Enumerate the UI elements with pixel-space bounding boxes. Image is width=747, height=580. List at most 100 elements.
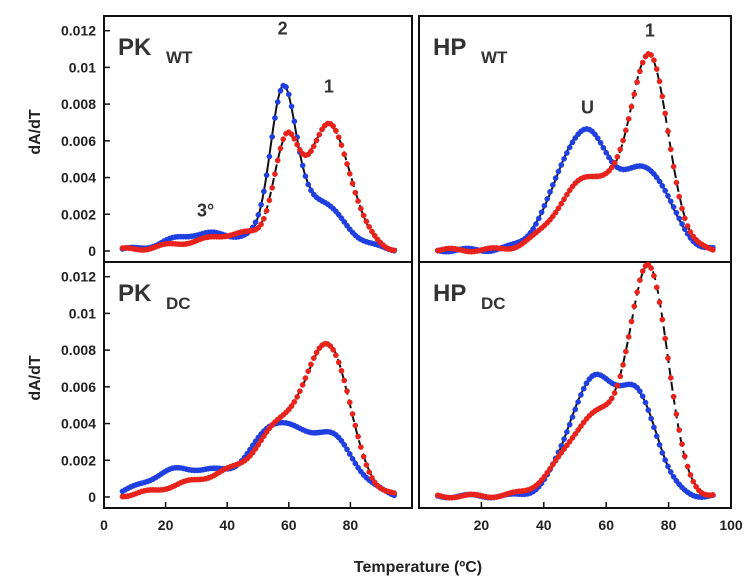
data-point [670,393,677,400]
data-point [617,373,624,380]
data-point [291,135,298,142]
data-point [366,469,373,475]
data-point [653,66,660,72]
data-point [555,168,562,175]
data-point [580,385,587,392]
data-point [288,131,295,138]
data-point [564,429,570,435]
data-point [255,441,262,448]
data-point [623,348,629,355]
data-point [291,118,298,125]
data-point [352,460,359,467]
panel-title-subscript: WT [166,48,193,67]
data-point [258,201,264,208]
y-tick-label: 0.006 [61,133,96,149]
data-point [349,180,356,187]
data-point [645,407,652,413]
fit-line-red [437,52,716,252]
data-point [341,377,348,384]
data-point [670,204,677,210]
peak-annotation: 2 [278,19,288,39]
data-point [308,148,314,155]
data-point [653,433,660,440]
data-point [642,399,649,406]
data-point [319,126,325,133]
data-point [639,268,646,274]
data-point [346,451,353,457]
data-point [330,123,336,129]
panel-pk_dc: 0 0.002 0.004 0.006 0.008 0.01 0.012 0 20 40 60 80 P… [61,261,413,533]
fit-line-red [122,123,397,251]
data-point [302,173,309,180]
fit-line-blue [437,128,716,252]
data-point [608,395,615,402]
data-point [338,142,345,149]
data-point [550,461,556,468]
data-point [346,399,353,406]
y-tick-label: 0.01 [69,305,96,321]
panel-title-subscript: DC [481,294,506,313]
data-point [280,136,287,142]
data-point [673,179,680,186]
panel-title: HP [433,34,466,61]
data-point [544,196,551,202]
data-point [651,424,657,431]
x-tick-label: 20 [158,517,174,533]
data-point [283,84,289,90]
data-point [352,189,359,196]
data-point [272,115,278,121]
data-point [335,359,342,366]
data-point [349,455,356,462]
data-point [679,221,685,227]
panels-layer: 0 0.002 0.004 0.006 0.008 0.01 0.012 PK WT 2 1 3° HP… [61,15,743,533]
peak-annotation: 1 [645,21,655,41]
data-point [299,382,306,388]
data-point [305,368,312,375]
data-point [330,346,336,353]
data-point [333,127,339,134]
data-point [255,212,262,218]
panel-hp_wt: HP WT U 1 [418,15,732,263]
data-point [344,161,350,167]
data-point [566,438,573,445]
data-point [360,453,367,460]
data-point [597,139,604,146]
data-point [360,212,367,219]
data-point [569,434,576,441]
panel-frame [103,261,413,509]
panel-frame [418,261,732,509]
y-tick-label: 0 [88,243,96,259]
data-point [667,198,674,205]
data-point [684,223,691,229]
data-point [592,131,598,138]
data-point [631,91,638,98]
data-point [294,141,300,148]
data-point [614,382,621,389]
data-point [665,128,671,135]
data-point [346,170,353,177]
data-point [302,375,309,381]
data-point [662,187,669,194]
data-point [305,181,312,188]
panel-pk_wt: 0 0.002 0.004 0.006 0.008 0.01 0.012 PK WT 2 1 3° [61,15,413,263]
data-point [369,474,375,481]
data-point [569,139,576,146]
data-point [578,423,584,430]
data-point [639,393,646,400]
data-point [285,91,292,98]
data-point [341,441,348,448]
x-tick-label: 80 [661,517,677,533]
data-point [639,59,646,66]
data-point [269,184,276,191]
data-point [291,399,298,405]
data-point [673,209,680,216]
data-point [552,209,559,216]
data-point [611,390,618,396]
data-point [656,441,663,448]
data-point [690,478,697,485]
data-point [648,265,654,271]
data-point [344,446,350,453]
data-point [338,437,345,444]
data-point [277,145,284,152]
data-point [653,174,660,181]
